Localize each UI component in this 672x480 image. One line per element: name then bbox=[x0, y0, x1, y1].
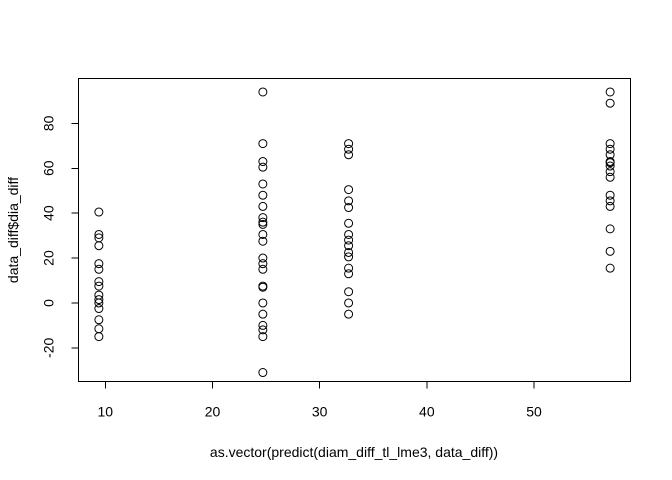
data-point bbox=[344, 235, 354, 245]
data-point bbox=[94, 295, 104, 305]
y-tick-label: 0 bbox=[41, 299, 57, 307]
x-axis: 10 20 30 40 50 bbox=[98, 381, 542, 420]
data-point bbox=[258, 229, 268, 239]
data-point bbox=[258, 298, 268, 308]
x-tick-label: 30 bbox=[312, 404, 328, 420]
data-point bbox=[94, 241, 104, 251]
y-tick-label: 40 bbox=[41, 205, 57, 221]
data-point bbox=[94, 332, 104, 342]
data-point bbox=[344, 309, 354, 319]
data-point bbox=[605, 224, 615, 234]
data-point bbox=[258, 309, 268, 319]
data-point bbox=[258, 139, 268, 149]
data-point bbox=[605, 144, 615, 154]
y-tick-label: 20 bbox=[41, 250, 57, 266]
plot-frame bbox=[78, 78, 631, 382]
data-point bbox=[258, 217, 268, 227]
data-point bbox=[605, 87, 615, 97]
data-point bbox=[344, 298, 354, 308]
data-point bbox=[605, 263, 615, 273]
data-point bbox=[258, 162, 268, 172]
data-point bbox=[94, 324, 104, 334]
data-point bbox=[344, 229, 354, 239]
x-axis-title: as.vector(predict(diam_diff_tl_lme3, dat… bbox=[210, 444, 498, 460]
data-point bbox=[344, 269, 354, 279]
data-point bbox=[605, 246, 615, 256]
data-point bbox=[94, 207, 104, 217]
data-point bbox=[258, 157, 268, 167]
data-point bbox=[258, 282, 268, 292]
data-point bbox=[344, 287, 354, 297]
data-point bbox=[258, 201, 268, 211]
data-point bbox=[344, 247, 354, 257]
data-point bbox=[258, 87, 268, 97]
data-point bbox=[605, 139, 615, 149]
y-axis-title: data_diff$dia_diff bbox=[5, 177, 21, 283]
data-point bbox=[94, 229, 104, 239]
data-point bbox=[344, 196, 354, 206]
data-point bbox=[258, 219, 268, 229]
data-point bbox=[258, 190, 268, 200]
y-tick-label: -20 bbox=[41, 337, 57, 357]
data-point bbox=[258, 320, 268, 330]
data-point bbox=[258, 332, 268, 342]
data-point bbox=[605, 167, 615, 177]
x-tick-label: 50 bbox=[526, 404, 542, 420]
data-point bbox=[344, 185, 354, 195]
data-point bbox=[258, 253, 268, 263]
data-point bbox=[258, 213, 268, 223]
y-tick-label: 60 bbox=[41, 160, 57, 176]
data-point bbox=[605, 196, 615, 206]
data-point bbox=[258, 368, 268, 378]
data-point bbox=[94, 259, 104, 269]
data-point bbox=[344, 218, 354, 228]
data-point bbox=[344, 203, 354, 213]
x-tick-label: 20 bbox=[205, 404, 221, 420]
data-point bbox=[605, 190, 615, 200]
data-points bbox=[94, 87, 615, 378]
data-point bbox=[605, 201, 615, 211]
data-point bbox=[94, 304, 104, 314]
data-point bbox=[258, 325, 268, 335]
data-point bbox=[344, 150, 354, 160]
data-point bbox=[94, 315, 104, 325]
y-axis: -20 0 20 40 60 80 bbox=[41, 115, 79, 358]
data-point bbox=[344, 139, 354, 149]
data-point bbox=[605, 172, 615, 182]
data-point bbox=[605, 98, 615, 108]
data-point bbox=[258, 236, 268, 246]
data-point bbox=[258, 259, 268, 269]
data-point bbox=[605, 158, 615, 168]
data-point bbox=[94, 298, 104, 308]
data-point bbox=[344, 144, 354, 154]
data-point bbox=[344, 241, 354, 251]
data-point bbox=[344, 263, 354, 273]
data-point bbox=[94, 281, 104, 291]
data-point bbox=[258, 264, 268, 274]
x-tick-label: 10 bbox=[98, 404, 114, 420]
data-point bbox=[344, 252, 354, 262]
data-point bbox=[258, 179, 268, 189]
data-point bbox=[94, 264, 104, 274]
y-tick-label: 80 bbox=[41, 115, 57, 131]
data-point bbox=[94, 277, 104, 287]
x-tick-label: 40 bbox=[419, 404, 435, 420]
data-point bbox=[605, 161, 615, 171]
